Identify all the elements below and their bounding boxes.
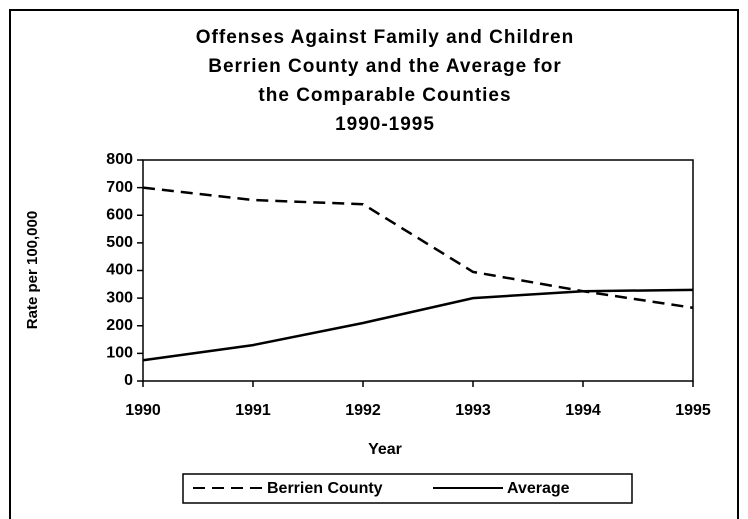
y-tick-label: 500	[106, 234, 133, 251]
legend-box	[182, 473, 633, 504]
y-tick-label: 200	[106, 317, 133, 334]
y-tick-label: 400	[106, 262, 133, 279]
chart-title: 1990-1995	[335, 114, 435, 135]
frame	[9, 9, 739, 519]
x-tick-label: 1993	[455, 402, 491, 419]
x-tick-label: 1991	[235, 402, 271, 419]
chart-title: Berrien County and the Average for	[208, 56, 562, 77]
x-tick-label: 1995	[675, 402, 711, 419]
y-tick-label: 600	[106, 206, 133, 223]
series-line	[142, 288, 694, 362]
x-tick-label: 1994	[565, 402, 601, 419]
y-tick-label: 800	[106, 151, 133, 168]
x-tick-label: 1992	[345, 402, 381, 419]
legend-label: Average	[507, 480, 570, 497]
chart-title: Offenses Against Family and Children	[196, 27, 574, 48]
y-tick-label: 700	[106, 179, 133, 196]
y-tick-label: 300	[106, 289, 133, 306]
legend-label: Berrien County	[267, 480, 383, 497]
x-tick-label: 1990	[125, 402, 161, 419]
y-tick-label: 0	[124, 372, 133, 389]
x-axis-label: Year	[368, 441, 402, 458]
y-axis-label: Rate per 100,000	[24, 211, 41, 329]
y-tick-label: 100	[106, 345, 133, 362]
series-line	[142, 186, 694, 310]
chart-title: the Comparable Counties	[258, 85, 511, 106]
